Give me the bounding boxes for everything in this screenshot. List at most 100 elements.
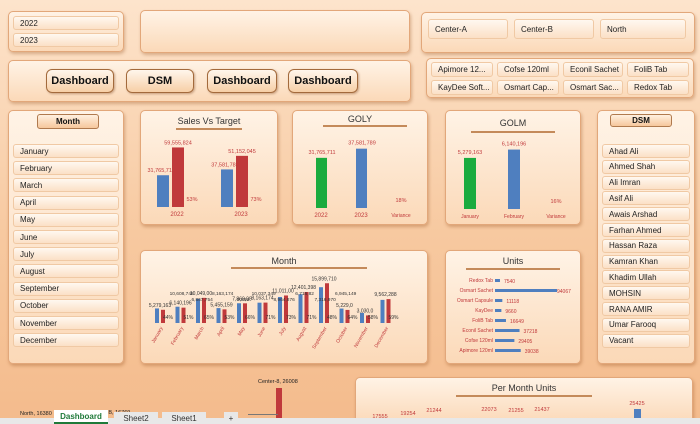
data-label: 9660 [505,309,516,315]
chart-title: Sales Vs Target [177,116,241,126]
variance-label: 18% [395,198,406,204]
data-label: 9,868 [237,297,249,303]
bar-target [325,283,329,323]
tick-label: April [216,326,226,338]
nav-dashboard-1[interactable]: Dashboard [46,69,114,93]
add-sheet-icon[interactable]: + [224,412,238,424]
bar [495,309,502,312]
bar [464,157,476,209]
sheet-tab-dashboard[interactable]: Dashboard [54,410,108,424]
bar-actual [298,294,303,323]
month-item[interactable]: January [13,144,119,158]
dsm-item[interactable]: Ali Imran [602,175,690,190]
product-item[interactable]: KayDee Soft... [431,80,493,95]
center-north[interactable]: North [600,19,686,39]
tick-label: 2023 [234,212,248,218]
tick-label: July [278,326,288,337]
bar [495,349,521,352]
per-month-units-chart: Per Month Units 17555 19254 21244 22073 2125… [355,377,693,424]
dsm-item[interactable]: Ahmed Shah [602,159,690,174]
variance-label: 16% [550,199,561,205]
month-item[interactable]: September [13,281,119,296]
nav-dsm[interactable]: DSM [126,69,194,93]
bar-target [243,303,247,323]
data-label: 94067 [557,289,571,295]
data-label: 7,869,08 [232,296,252,302]
year-2022[interactable]: 2022 [13,16,119,30]
data-label: 7,316,970 [314,297,336,303]
bar [276,388,282,424]
month-item[interactable]: July [13,247,119,262]
dsm-item[interactable]: Ahad Ali [602,144,690,158]
data-label: 37,581,789 [348,141,376,147]
month-item[interactable]: February [13,161,119,176]
bar-actual [216,308,221,323]
data-label: 15,899,710 [311,276,336,282]
percent-label: 64% [347,315,358,321]
product-item[interactable]: Redox Tab [627,80,689,95]
data-label: 6,867,754 [191,297,213,303]
nav-dashboard-2[interactable]: Dashboard [207,69,277,93]
chart-title: GOLM [499,118,527,128]
month-item[interactable]: March [13,178,119,193]
dsm-item[interactable]: MOHSIN [602,286,690,301]
product-item[interactable]: FoliB Tab [627,62,689,77]
data-label: 11,011,00 [272,288,294,294]
data-label: 37218 [524,329,538,335]
month-item[interactable]: November [13,316,119,330]
sheet-tab-sheet2[interactable]: Sheet2 [114,412,158,424]
month-item[interactable]: April [13,195,119,210]
percent-label: 58% [368,315,379,321]
data-label: 37,581,789 [211,162,239,168]
product-item[interactable]: Osmart Cap... [497,80,559,95]
product-item[interactable]: Econil Sachet [563,62,623,77]
month-item[interactable]: August [13,264,119,279]
month-chart: Month 5,279,163 44% January 6,140,196 51% Feb… [140,250,428,364]
dsm-item[interactable]: RANA AMIR [602,302,690,316]
product-item[interactable]: Osmart Sac... [563,80,623,95]
dsm-item[interactable]: Hassan Raza [602,238,690,253]
tick-label: Cofse 120ml [465,338,493,344]
dsm-item[interactable]: Vacant [602,333,690,348]
sheet-tab-sheet1[interactable]: Sheet1 [162,412,206,424]
month-item[interactable]: June [13,230,119,244]
dsm-item[interactable]: Umar Farooq [602,317,690,332]
tick-label: 2022 [314,213,328,219]
data-label: 12,401,398 [291,285,316,291]
product-item[interactable]: Cofse 120ml [497,62,559,77]
dsm-item[interactable]: Khadim Ullah [602,270,690,285]
year-slicer: 2022 2023 [8,11,124,52]
product-item[interactable]: Apimore 12... [431,62,493,77]
bar [356,148,367,208]
nav-dashboard-3[interactable]: Dashboard [288,69,358,93]
bar-actual [237,303,241,323]
axis-line [248,414,278,415]
year-2023[interactable]: 2023 [13,33,119,47]
dsm-slicer: DSM Ahad Ali Ahmed Shah Ali Imran Asif Ali A… [597,110,695,364]
goly-plot: 31,765,711 37,581,789 2022 2023 Variance 18% [308,141,410,219]
dsm-item[interactable]: Farhan Ahmed [602,223,690,237]
center-b[interactable]: Center-B [514,19,594,39]
dsm-item[interactable]: Awais Arshad [602,207,690,222]
data-label: 25425 [629,401,644,407]
data-label: 11118 [506,299,519,305]
chart-title: Month [271,256,297,266]
chart-title: Units [502,256,524,266]
data-label: North, 16380 [20,411,52,417]
dsm-item[interactable]: Kamran Khan [602,254,690,269]
nav-panel: Dashboard DSM Dashboard Dashboard [8,60,411,102]
data-label: Center-B, 16769 [90,410,130,416]
center-a[interactable]: Center-A [428,19,508,39]
month-item[interactable]: October [13,298,119,313]
bar-actual [257,302,262,323]
percent-label: 65% [204,315,215,321]
bar [495,279,500,282]
bar [495,299,503,302]
month-item[interactable]: December [13,333,119,348]
month-item[interactable]: May [13,212,119,227]
percent-label: 71% [306,315,317,321]
dsm-item[interactable]: Asif Ali [602,191,690,206]
data-label: 6,140,196 [502,142,526,148]
data-label: 8,163,174 [212,291,234,297]
data-label: 19254 [400,411,415,417]
